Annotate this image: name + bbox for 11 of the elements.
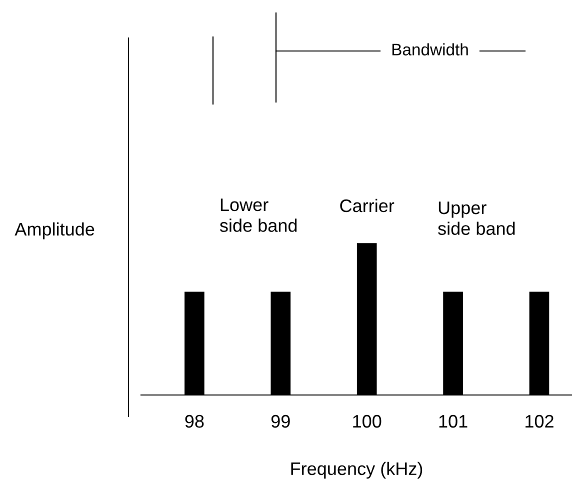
x-tick-label: 101	[439, 414, 468, 428]
text: Bandwidth	[392, 43, 468, 56]
text: Lower side band	[220, 198, 297, 232]
x-tick-label: 100	[353, 414, 382, 428]
text: Carrier	[340, 198, 394, 212]
x-tick-label: 98	[185, 414, 204, 428]
y-axis-title: Amplitude	[14, 222, 94, 240]
x-tick-label: 102	[526, 414, 554, 428]
x-tick-label: 99	[271, 414, 290, 428]
text: Upper side band	[438, 202, 515, 235]
x-axis-title: Frequency (kHz)	[291, 462, 422, 479]
